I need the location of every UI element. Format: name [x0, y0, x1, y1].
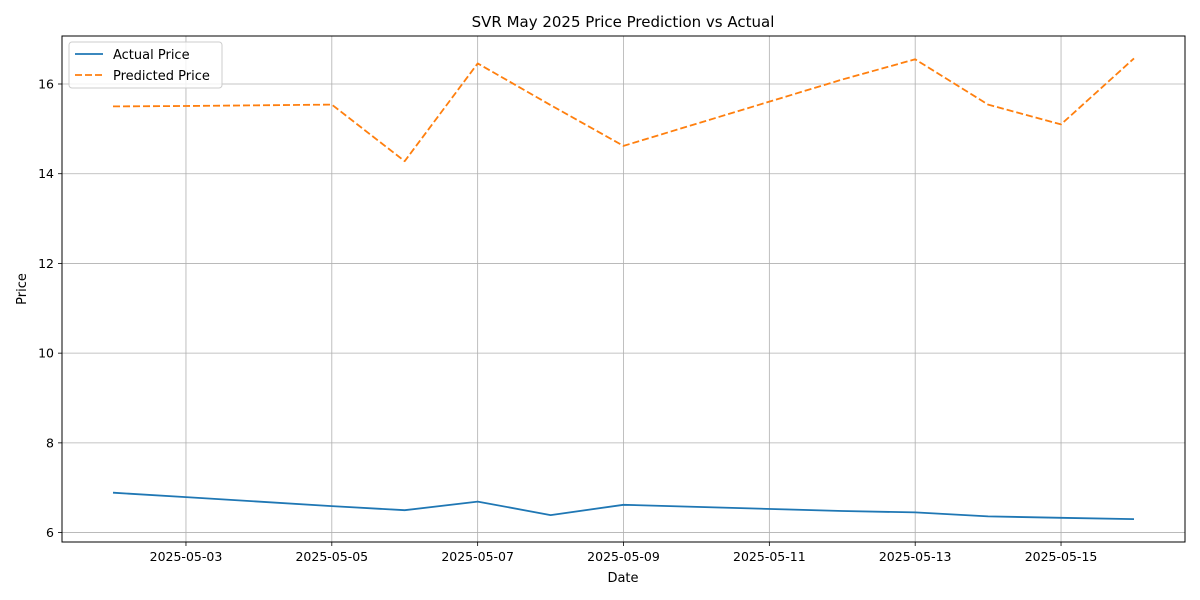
y-tick-label: 16	[38, 76, 54, 91]
series-line-predicted-price	[112, 57, 1135, 163]
legend-box	[68, 41, 223, 89]
y-axis-label: Price	[15, 273, 30, 305]
y-tick-label: 14	[38, 166, 54, 181]
series-line-actual-price	[112, 491, 1135, 520]
y-tick-label: 8	[46, 435, 54, 450]
y-tick-label: 10	[38, 346, 54, 361]
x-tick-label: 2025-05-15	[1025, 549, 1098, 564]
legend-label-actual: Actual Price	[113, 48, 190, 63]
series-group	[112, 57, 1135, 520]
y-tick-label: 12	[38, 256, 54, 271]
y-axis: 6 8 10 12 14 16	[38, 76, 62, 540]
x-tick-label: 2025-05-09	[587, 549, 660, 564]
x-tick-label: 2025-05-11	[733, 549, 806, 564]
x-tick-label: 2025-05-13	[879, 549, 952, 564]
x-axis-label: Date	[607, 571, 638, 586]
legend-label-predicted: Predicted Price	[113, 69, 210, 84]
x-tick-label: 2025-05-05	[295, 549, 368, 564]
chart-title: SVR May 2025 Price Prediction vs Actual	[472, 13, 775, 31]
x-tick-label: 2025-05-03	[150, 549, 223, 564]
legend: Actual Price Predicted Price	[68, 41, 223, 89]
y-tick-label: 6	[46, 525, 54, 540]
grid	[62, 36, 1185, 542]
x-tick-label: 2025-05-07	[441, 549, 514, 564]
x-axis: 2025-05-03 2025-05-05 2025-05-07 2025-05-09…	[150, 542, 1098, 564]
